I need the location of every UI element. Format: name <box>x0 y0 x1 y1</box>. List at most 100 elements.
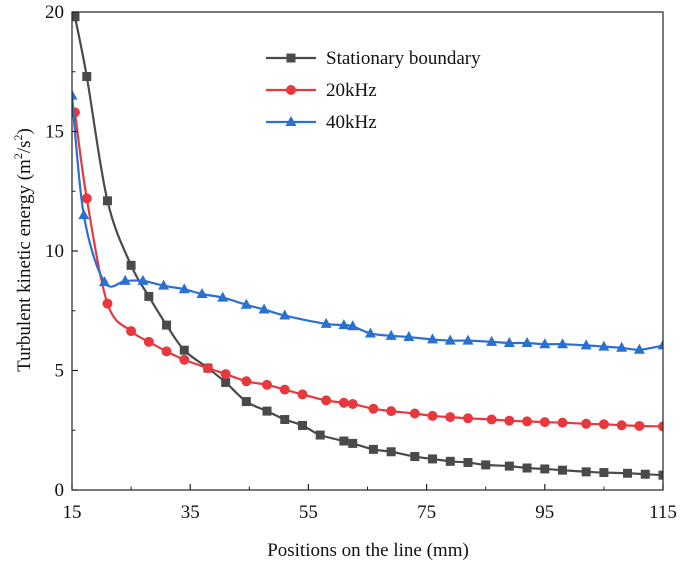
data-point-20khz <box>445 412 456 423</box>
data-point-stationary-boundary <box>504 461 514 471</box>
data-point-stationary-boundary <box>428 454 438 464</box>
x-tick-label: 95 <box>535 502 554 523</box>
data-point-20khz <box>347 398 358 409</box>
data-point-stationary-boundary <box>445 456 455 466</box>
legend-swatch-marker <box>285 116 297 126</box>
data-point-20khz <box>386 406 397 417</box>
data-point-20khz <box>262 379 273 390</box>
data-point-20khz <box>220 369 231 380</box>
data-point-40khz <box>557 338 569 349</box>
legend-item-40khz: 40kHz <box>266 112 377 133</box>
data-point-stationary-boundary <box>126 260 136 270</box>
x-axis-title: Positions on the line (mm) <box>267 540 469 561</box>
data-point-40khz <box>320 317 332 328</box>
data-point-20khz <box>462 413 473 424</box>
y-tick-label: 5 <box>55 361 65 382</box>
data-point-20khz <box>338 397 349 408</box>
data-point-stationary-boundary <box>162 320 172 330</box>
data-point-40khz <box>403 331 415 342</box>
data-point-stationary-boundary <box>540 464 550 474</box>
data-point-20khz <box>658 421 663 432</box>
plot-area <box>72 12 663 480</box>
data-point-40khz <box>119 274 131 285</box>
data-point-stationary-boundary <box>315 430 325 440</box>
data-point-20khz <box>616 420 627 431</box>
x-tick-label: 35 <box>181 502 200 523</box>
data-point-20khz <box>179 354 190 365</box>
data-point-20khz <box>504 415 515 426</box>
legend-item-20khz: 20kHz <box>266 80 377 101</box>
data-point-stationary-boundary <box>221 377 231 387</box>
data-point-40khz <box>99 276 111 287</box>
series-line-20khz <box>73 112 663 428</box>
legend-swatch-marker <box>286 85 296 95</box>
data-point-20khz <box>102 298 113 309</box>
x-tick-label: 15 <box>63 502 82 523</box>
data-point-40khz <box>444 334 456 345</box>
data-point-stationary-boundary <box>82 72 92 82</box>
x-tick-label: 55 <box>299 502 318 523</box>
data-point-20khz <box>202 363 213 374</box>
data-point-stationary-boundary <box>658 470 663 480</box>
y-tick-label: 0 <box>55 480 65 501</box>
legend-item-stationary-boundary: Stationary boundary <box>266 48 481 69</box>
data-point-20khz <box>279 384 290 395</box>
data-point-stationary-boundary <box>386 447 396 457</box>
legend-swatch-marker <box>286 53 296 63</box>
series-line-40khz <box>72 95 663 351</box>
data-point-40khz <box>503 337 515 348</box>
data-point-40khz <box>217 291 229 302</box>
legend-label: 40kHz <box>326 112 377 133</box>
data-point-40khz <box>486 335 498 346</box>
data-point-40khz <box>178 283 190 294</box>
data-point-stationary-boundary <box>339 436 349 446</box>
data-point-20khz <box>81 193 92 204</box>
data-point-20khz <box>161 346 172 357</box>
data-point-40khz <box>657 339 663 350</box>
data-point-20khz <box>539 417 550 428</box>
data-point-40khz <box>338 319 350 330</box>
data-point-40khz <box>158 279 170 290</box>
data-point-20khz <box>486 414 497 425</box>
data-point-20khz <box>557 417 568 428</box>
data-point-20khz <box>522 416 533 427</box>
data-point-20khz <box>126 326 137 337</box>
data-point-40khz <box>633 343 645 354</box>
data-point-20khz <box>634 420 645 431</box>
data-point-stationary-boundary <box>144 291 154 301</box>
data-point-stationary-boundary <box>368 444 378 454</box>
data-point-40khz <box>72 89 78 100</box>
data-point-stationary-boundary <box>640 469 650 479</box>
legend-label: 20kHz <box>326 80 377 101</box>
data-point-40khz <box>347 320 359 331</box>
data-point-20khz <box>427 410 438 421</box>
data-point-20khz <box>409 408 420 419</box>
data-point-stationary-boundary <box>297 420 307 430</box>
data-point-20khz <box>581 418 592 429</box>
data-point-20khz <box>598 419 609 430</box>
axes: 15 35 55 75 95 115 0 5 10 15 20 <box>45 2 677 523</box>
data-point-stationary-boundary <box>102 196 112 206</box>
data-point-stationary-boundary <box>481 460 491 470</box>
data-point-stationary-boundary <box>522 463 532 473</box>
data-point-stationary-boundary <box>599 468 609 478</box>
data-point-stationary-boundary <box>463 458 473 468</box>
y-tick-label: 20 <box>45 2 64 23</box>
data-point-stationary-boundary <box>241 397 251 407</box>
data-point-40khz <box>258 303 270 314</box>
data-point-40khz <box>580 339 592 350</box>
data-point-40khz <box>364 327 376 338</box>
y-axis-title: Turbulent kinetic energy (m2/s2) <box>11 128 35 372</box>
data-point-20khz <box>321 395 332 406</box>
x-tick-label: 115 <box>649 502 677 523</box>
data-point-20khz <box>297 389 308 400</box>
data-point-40khz <box>196 288 208 299</box>
data-point-40khz <box>427 333 439 344</box>
data-point-stationary-boundary <box>262 406 272 416</box>
data-point-stationary-boundary <box>72 12 80 22</box>
data-point-40khz <box>137 274 149 285</box>
data-point-20khz <box>143 336 154 347</box>
data-point-stationary-boundary <box>558 465 568 475</box>
data-point-40khz <box>521 337 533 348</box>
